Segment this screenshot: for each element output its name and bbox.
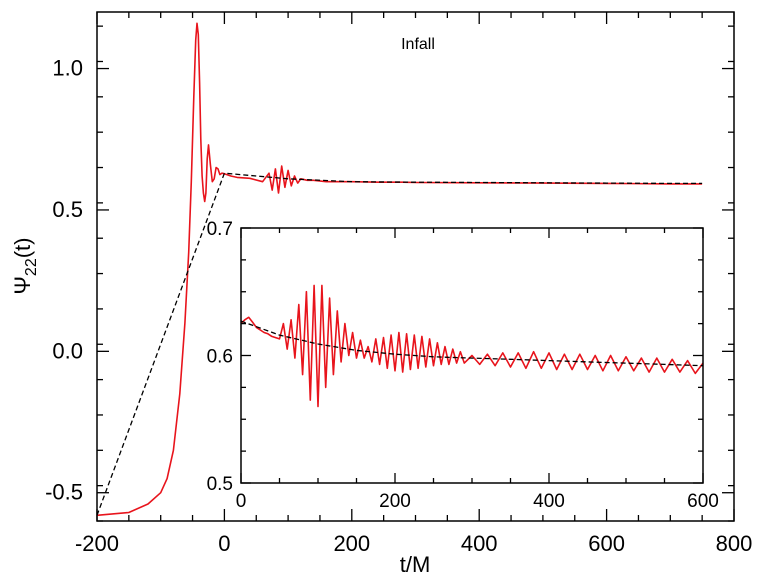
y-axis-symbol: Ψ: [10, 276, 35, 294]
y-axis-subscript: 22: [23, 258, 40, 276]
inset-x-tick-label: 400: [533, 491, 565, 512]
inset-y-tick-label: 0.6: [207, 347, 233, 368]
inset-series-group: [240, 284, 704, 408]
main-x-tick-label: 400: [461, 531, 498, 556]
main-x-tick-label: 600: [588, 531, 625, 556]
main-series-solid-line-0: [96, 22, 703, 517]
inset-y-tick-label: 0.5: [207, 474, 233, 495]
y-axis-title: Ψ22(t): [10, 238, 40, 295]
inset-x-tick-label: 0: [236, 491, 247, 512]
main-y-tick-label: 1.0: [52, 56, 83, 81]
main-y-tick-label: -0.5: [45, 480, 83, 505]
inset-series-solid-line-0: [240, 284, 704, 408]
main-x-tick-label: 800: [716, 531, 753, 556]
main-ticks-group: -200 0 200 400 600 800 -0.5 0.0 0.5 1.0: [45, 12, 752, 556]
main-series-dashed-line-1: [96, 172, 703, 516]
main-series-group: [96, 22, 703, 517]
main-y-tick-label: 0.0: [52, 338, 83, 363]
inset-x-tick-label: 200: [379, 491, 411, 512]
main-x-tick-label: 200: [333, 531, 370, 556]
y-axis-suffix: (t): [10, 238, 35, 259]
inset-plot: 0 200 400 600 0.5 0.6 0.7: [207, 219, 719, 512]
inset-series-dashed-line-1: [240, 320, 704, 367]
infall-annotation: Infall: [401, 36, 435, 53]
main-y-tick-label: 0.5: [52, 197, 83, 222]
inset-x-tick-label: 600: [687, 491, 719, 512]
x-axis-title: t/M: [400, 552, 431, 577]
inset-y-tick-label: 0.7: [207, 219, 233, 240]
main-plot: -200 0 200 400 600 800 -0.5 0.0 0.5 1.0 Infall t/…: [10, 11, 752, 577]
main-x-tick-label: -200: [75, 531, 119, 556]
main-x-tick-label: 0: [218, 531, 230, 556]
inset-ticks-group: 0 200 400 600 0.5 0.6 0.7: [207, 219, 719, 512]
